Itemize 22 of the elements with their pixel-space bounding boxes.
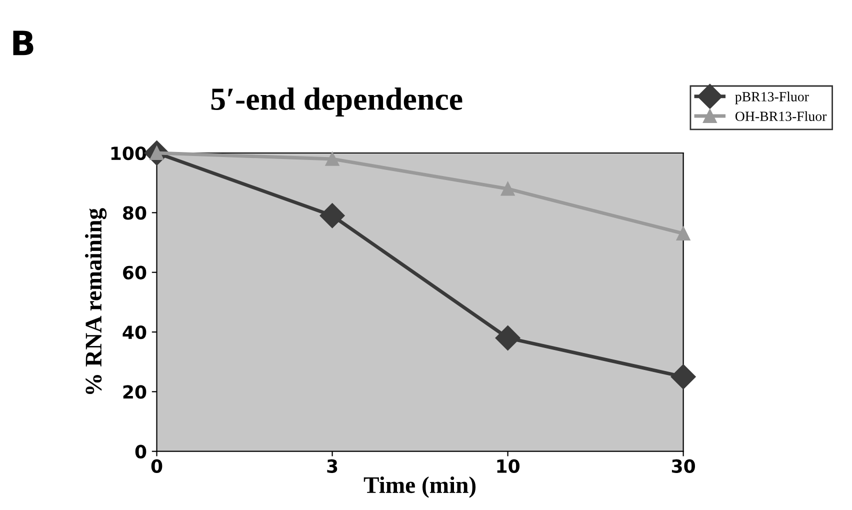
y-tick-label: 0: [135, 444, 146, 458]
chart-title: 5′-end dependence: [211, 88, 462, 116]
y-tick-label: 80: [123, 206, 146, 220]
point: [676, 226, 690, 240]
point: [495, 325, 520, 350]
point: [320, 203, 345, 228]
x-tick-label: 0: [151, 459, 162, 473]
y-tick-label: 40: [122, 325, 146, 340]
y-tick-label: 60: [123, 266, 146, 280]
x-axis-title: Time (min): [364, 476, 476, 498]
x-tick-label: 10: [497, 459, 520, 473]
legend-label: OH-BR13-Fluor: [735, 111, 827, 122]
y-axis-title: % RNA remaining: [84, 208, 107, 394]
point: [500, 182, 515, 196]
x-tick-label: 30: [672, 459, 696, 473]
text: B: [13, 30, 34, 56]
point: [670, 364, 696, 390]
y-tick-label: 20: [123, 385, 146, 399]
y-tick-label: 100: [111, 146, 146, 160]
x-tick-label: 3: [327, 459, 338, 473]
point: [325, 152, 340, 166]
legend-label: pBR13-Fluor: [735, 92, 809, 104]
